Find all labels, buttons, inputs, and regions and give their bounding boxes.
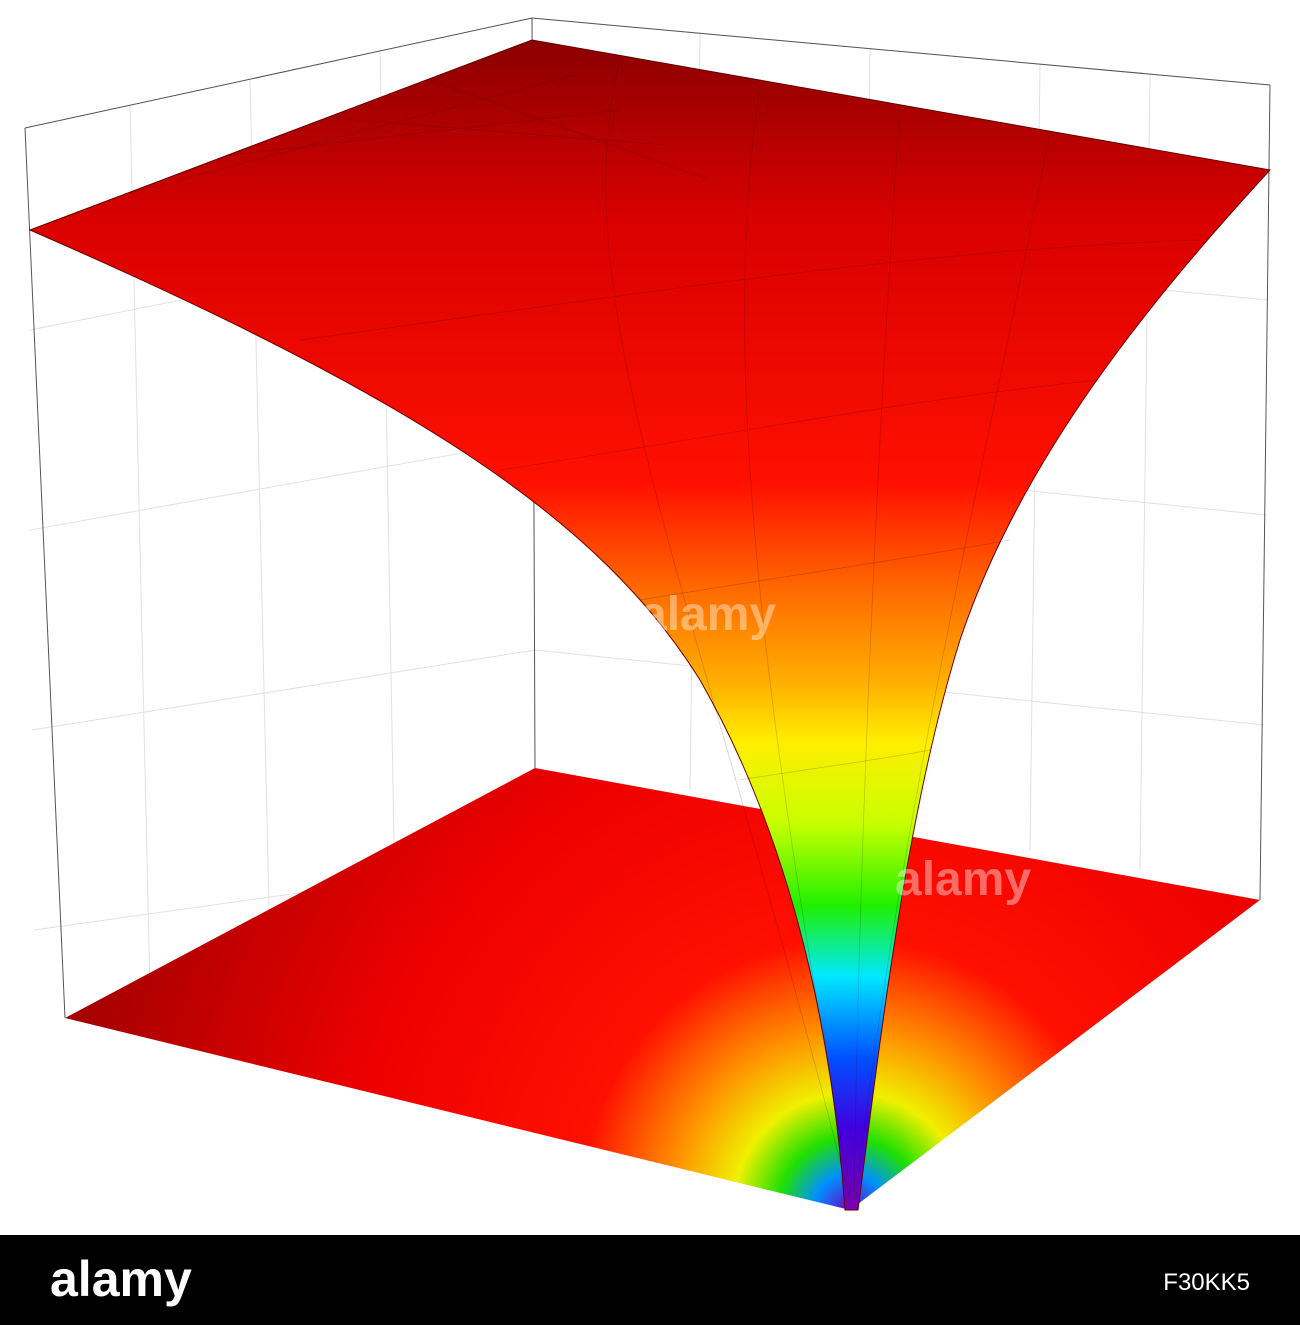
floor-projection [65, 768, 1260, 1210]
watermark: alamy [895, 853, 1031, 906]
footer-logo: alamy [50, 1251, 192, 1307]
surface-mesh [129, 59, 1201, 1201]
image-id: F30KK5 [1163, 1269, 1250, 1296]
surface [28, 39, 1271, 1211]
footer-bar [0, 1235, 1300, 1325]
watermark: alamy [640, 588, 776, 641]
